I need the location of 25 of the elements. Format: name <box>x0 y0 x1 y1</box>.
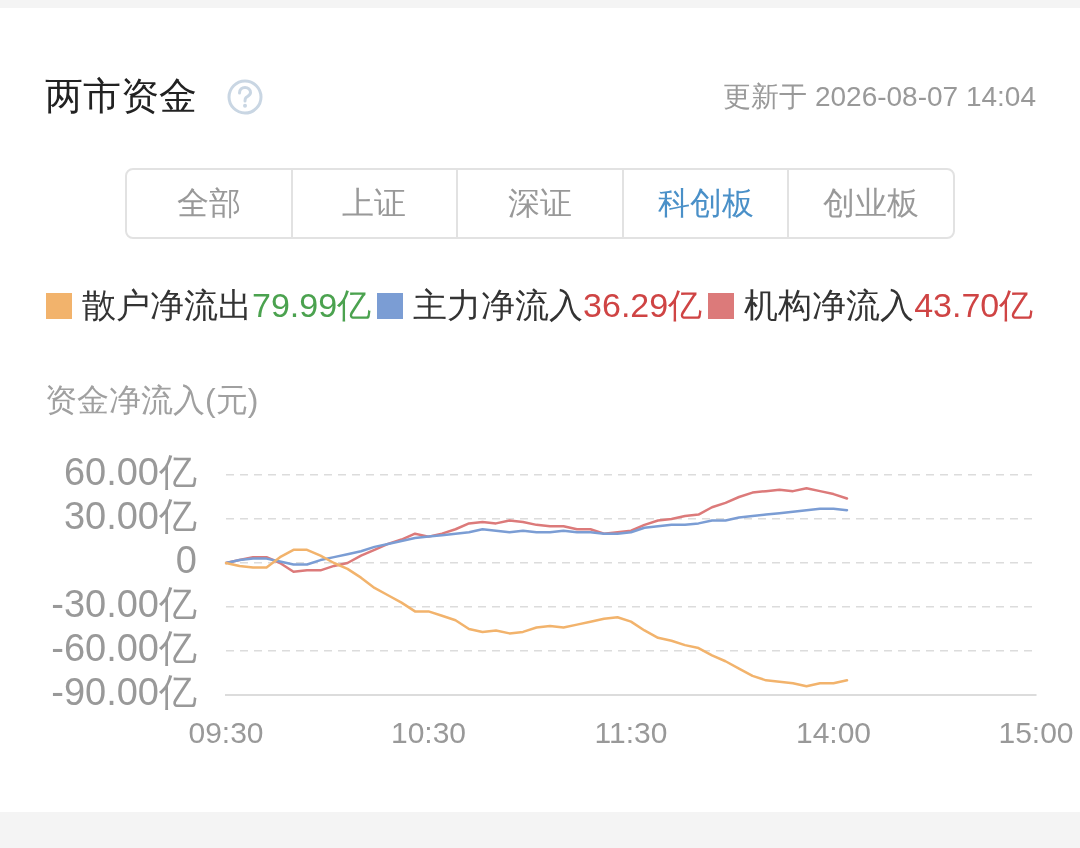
tab[interactable]: 上证 <box>290 170 457 237</box>
y-tick-label: -90.00亿 <box>51 671 197 714</box>
x-tick-label: 10:30 <box>390 716 467 750</box>
text: 79.99亿 <box>252 285 372 326</box>
chart-subtitle: 更新于 2026-08-07 14:04 <box>723 80 1036 114</box>
tab[interactable]: 创业板 <box>787 170 953 237</box>
x-tick-label: 11:30 <box>594 716 668 750</box>
x-tick-label: 14:00 <box>795 716 872 750</box>
y-tick-label: 60.00亿 <box>63 451 197 494</box>
chart-title: 两市资金 <box>45 74 197 119</box>
tab[interactable]: 科创板 <box>621 170 788 237</box>
tab[interactable]: 全部 <box>127 170 291 237</box>
y-tick-label: 0 <box>175 539 197 582</box>
legend-label: 机构净流入 <box>744 285 915 326</box>
legend-label: 主力净流入 <box>413 285 584 326</box>
text: 36.29亿 <box>583 285 703 326</box>
y-tick-label: -60.00亿 <box>51 627 197 670</box>
y-tick-label: -30.00亿 <box>51 583 197 626</box>
x-tick-label: 09:30 <box>188 716 264 750</box>
y-tick-label: 30.00亿 <box>63 495 197 538</box>
text: 43.70亿 <box>914 285 1034 326</box>
x-tick-label: 15:00 <box>998 716 1074 750</box>
legend-label: 散户净流出 <box>82 285 252 326</box>
y-axis-title: 资金净流入(元) <box>45 381 259 420</box>
tab[interactable]: 深证 <box>456 170 622 237</box>
